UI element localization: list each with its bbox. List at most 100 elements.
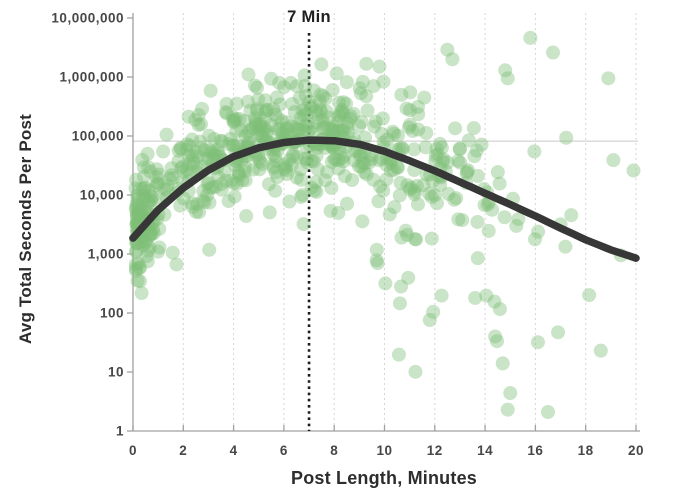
scatter-point: [252, 151, 267, 166]
scatter-point: [336, 154, 351, 169]
scatter-point: [232, 166, 247, 181]
scatter-point: [140, 254, 155, 269]
scatter-point: [230, 138, 245, 153]
scatter-point: [226, 138, 241, 153]
scatter-point: [441, 186, 456, 201]
scatter-point: [214, 177, 229, 192]
scatter-point: [279, 120, 294, 135]
scatter-point: [347, 153, 362, 168]
scatter-point: [308, 175, 323, 190]
scatter-point: [382, 207, 397, 222]
scatter-point: [193, 134, 208, 149]
x-tick-label: 20: [628, 443, 644, 458]
scatter-point: [274, 114, 289, 129]
scatter-point: [626, 163, 641, 178]
scatter-point: [195, 193, 210, 208]
scatter-point: [133, 203, 148, 218]
scatter-point: [305, 125, 320, 140]
scatter-point: [211, 169, 226, 184]
scatter-point: [401, 120, 416, 135]
scatter-point: [353, 147, 368, 162]
scatter-point: [296, 217, 311, 232]
scatter-point: [360, 103, 375, 118]
scatter-point: [498, 63, 513, 78]
scatter-point: [407, 184, 422, 199]
scatter-point: [410, 99, 425, 114]
scatter-point: [151, 176, 166, 191]
scatter-point: [205, 180, 220, 195]
scatter-point: [162, 171, 177, 186]
scatter-point: [132, 261, 147, 276]
scatter-point: [150, 176, 165, 191]
scatter-point: [203, 83, 218, 98]
y-tick-label: 1,000: [88, 247, 124, 262]
scatter-point: [251, 92, 266, 107]
scatter-point: [221, 136, 236, 151]
scatter-point: [359, 167, 374, 182]
scatter-point: [159, 127, 174, 142]
scatter-point: [291, 122, 306, 137]
scatter-point: [331, 108, 346, 123]
scatter-point: [309, 107, 324, 122]
scatter-point: [403, 180, 418, 195]
scatter-point: [376, 74, 391, 89]
scatter-point: [257, 121, 272, 136]
scatter-point: [306, 154, 321, 169]
scatter-point: [238, 128, 253, 143]
scatter-point: [128, 261, 143, 276]
scatter-point: [185, 132, 200, 147]
y-axis-title: Avg Total Seconds Per Post: [16, 113, 35, 345]
scatter-point: [329, 66, 344, 81]
scatter-point: [435, 154, 450, 169]
scatter-point: [429, 141, 444, 156]
scatter-point: [461, 163, 476, 178]
scatter-point: [206, 145, 221, 160]
scatter-point: [237, 113, 252, 128]
scatter-point: [405, 123, 420, 138]
scatter-point: [272, 75, 287, 90]
scatter-point: [390, 160, 405, 175]
scatter-point: [164, 168, 179, 183]
scatter-point: [298, 151, 313, 166]
scatter-point: [407, 142, 422, 157]
scatter-point: [531, 224, 546, 239]
scatter-point: [219, 96, 234, 111]
scatter-point: [376, 135, 391, 150]
scatter-point: [253, 117, 268, 132]
scatter-point: [369, 242, 384, 257]
scatter-point: [357, 165, 372, 180]
scatter-point: [470, 168, 485, 183]
scatter-point: [367, 119, 382, 134]
scatter-point: [138, 234, 153, 249]
scatter-point: [307, 183, 322, 198]
scatter-point: [297, 68, 312, 83]
scatter-point: [314, 57, 329, 72]
scatter-point: [394, 141, 409, 156]
scatter-point: [407, 232, 422, 247]
scatter-point: [142, 227, 157, 242]
scatter-point: [179, 142, 194, 157]
scatter-point: [289, 170, 304, 185]
scatter-point: [156, 144, 171, 159]
scatter-point: [250, 80, 265, 95]
scatter-point: [323, 203, 338, 218]
scatter-point: [144, 225, 159, 240]
scatter-point: [392, 188, 407, 203]
scatter-point: [391, 347, 406, 362]
scatter-point: [188, 112, 203, 127]
scatter-point: [468, 290, 483, 305]
scatter-point: [400, 178, 415, 193]
scatter-point: [326, 141, 341, 156]
scatter-point: [204, 145, 219, 160]
scatter-point: [336, 95, 351, 110]
scatter-point: [466, 121, 481, 136]
scatter-point: [238, 173, 253, 188]
scatter-point: [248, 114, 263, 129]
scatter-point: [197, 143, 212, 158]
scatter-point: [492, 176, 507, 191]
scatter-point: [411, 107, 426, 122]
scatter-point: [137, 181, 152, 196]
scatter-point: [530, 335, 545, 350]
scatter-point: [303, 100, 318, 115]
scatter-point: [362, 155, 377, 170]
